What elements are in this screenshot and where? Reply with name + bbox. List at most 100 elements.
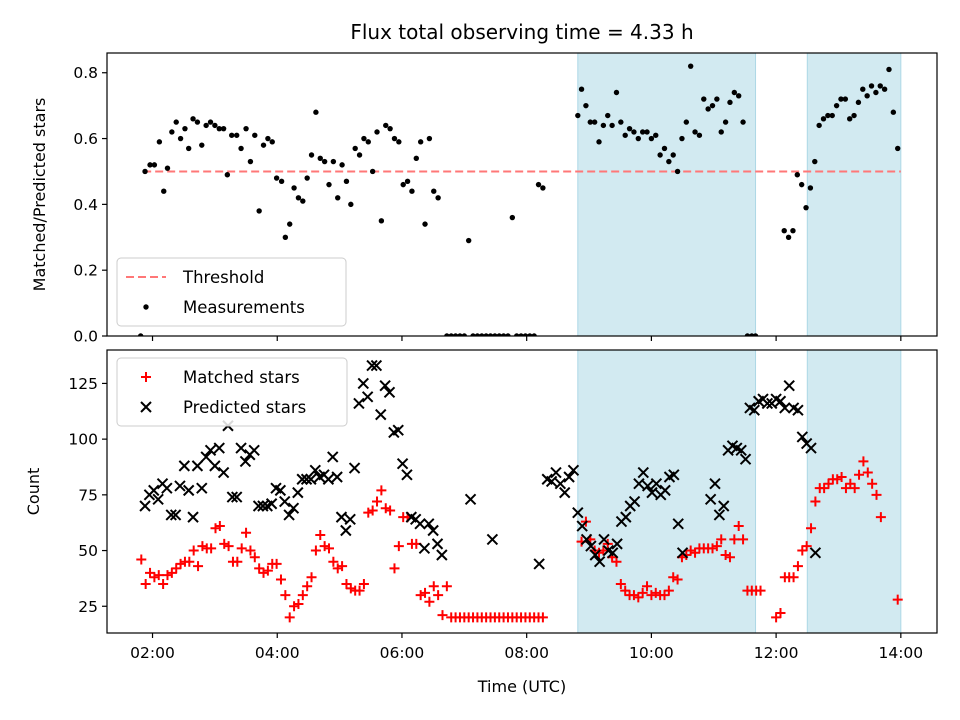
data-point <box>635 135 641 142</box>
series-measurements <box>137 63 901 336</box>
legend-box <box>116 257 347 327</box>
y-tick-label: 0.0 <box>73 328 98 346</box>
data-point <box>401 469 413 481</box>
data-point <box>273 175 280 181</box>
data-point <box>796 431 809 443</box>
data-point <box>748 404 760 416</box>
data-point <box>335 511 348 523</box>
data-point <box>252 132 258 138</box>
axes-frame <box>106 52 938 337</box>
data-point <box>340 524 352 537</box>
data-point <box>226 491 239 503</box>
series-matched-stars <box>136 456 903 623</box>
ratio-panel: 0.0 0.2 0.4 0.6 0.8 Matched/Predicted stars Th… <box>30 52 938 346</box>
data-point <box>219 538 230 549</box>
data-point <box>309 464 321 477</box>
data-point <box>262 565 273 576</box>
data-point <box>271 558 282 569</box>
data-point <box>283 509 295 521</box>
count-panel: 25 50 75 100 125 02:00 04:00 06:00 08:00 10:00 12:… <box>24 349 938 662</box>
data-point <box>238 145 244 152</box>
data-point <box>415 590 426 601</box>
legend: Matched stars Predicted stars <box>116 357 348 427</box>
data-point <box>194 119 201 125</box>
legend-box <box>116 357 348 427</box>
data-point <box>287 502 300 514</box>
data-point <box>855 99 862 106</box>
data-point <box>148 484 160 497</box>
data-point <box>165 509 177 521</box>
data-point <box>895 145 901 152</box>
data-point <box>842 96 849 102</box>
y-tick-label: 25 <box>78 598 98 616</box>
data-point <box>414 518 426 530</box>
data-point <box>363 507 374 518</box>
data-point <box>171 563 182 574</box>
data-point <box>161 482 173 494</box>
data-point <box>308 152 315 158</box>
data-point <box>279 495 291 508</box>
data-point <box>212 122 218 129</box>
data-point <box>185 145 192 152</box>
data-point <box>383 122 389 129</box>
data-point <box>696 132 703 138</box>
data-point <box>644 129 650 135</box>
x-tick-label: 12:00 <box>754 644 799 662</box>
data-point <box>404 178 411 185</box>
data-point <box>685 545 696 556</box>
data-point <box>575 112 581 119</box>
data-point <box>323 543 334 554</box>
data-point <box>265 135 271 142</box>
data-point <box>714 96 720 102</box>
data-point <box>735 444 747 456</box>
data-point <box>422 221 428 227</box>
data-point <box>229 132 235 138</box>
data-point <box>173 119 179 125</box>
data-point <box>576 520 588 532</box>
plot-area <box>137 53 902 336</box>
data-point <box>474 333 481 336</box>
data-point <box>213 442 225 454</box>
data-point <box>683 119 690 125</box>
data-point <box>375 408 387 421</box>
data-point <box>426 135 433 142</box>
data-point <box>479 333 485 336</box>
data-point <box>230 491 243 503</box>
data-point <box>182 484 195 497</box>
data-point <box>300 473 313 485</box>
data-point <box>890 109 897 115</box>
data-point <box>348 201 354 208</box>
data-point <box>152 493 164 506</box>
data-point <box>657 152 663 158</box>
data-point <box>567 464 580 477</box>
y-tick-label: 0.6 <box>73 130 98 148</box>
data-point <box>204 444 217 456</box>
data-point <box>200 451 212 463</box>
chart-title: Flux total observing time = 4.33 h <box>350 20 693 44</box>
data-point <box>845 478 856 489</box>
data-point <box>352 145 358 152</box>
x-tick-label: 10:00 <box>629 644 674 662</box>
data-point <box>142 168 148 175</box>
data-point <box>594 547 605 558</box>
data-point <box>306 572 317 583</box>
data-point <box>448 333 454 336</box>
data-point <box>628 590 639 601</box>
data-point <box>348 462 361 474</box>
data-point <box>345 583 356 594</box>
data-point <box>156 139 163 145</box>
data-point <box>392 424 404 436</box>
data-point <box>158 578 169 589</box>
data-point <box>718 129 724 135</box>
data-point <box>563 471 575 483</box>
data-point <box>514 333 520 336</box>
data-point <box>344 513 356 526</box>
data-point <box>203 122 209 129</box>
data-point <box>864 93 870 99</box>
data-point <box>370 359 383 372</box>
data-point <box>692 129 698 135</box>
data-point <box>838 96 844 102</box>
data-point <box>207 119 214 125</box>
data-point <box>607 547 619 559</box>
data-point <box>705 106 711 112</box>
